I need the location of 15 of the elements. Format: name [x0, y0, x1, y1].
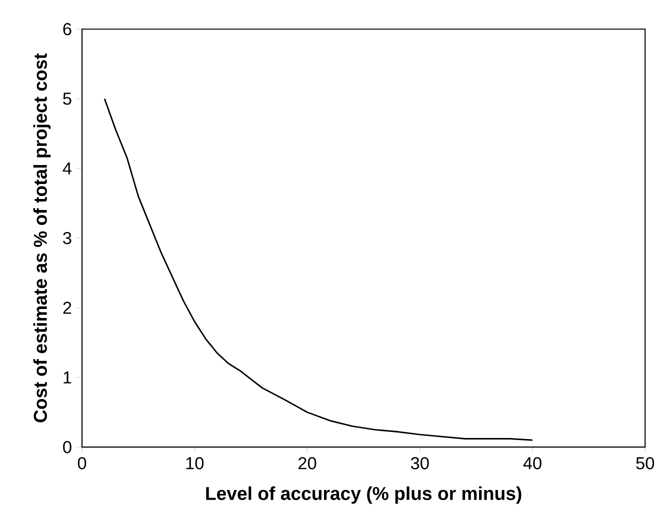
y-axis-title: Cost of estimate as % of total project cost	[33, 53, 51, 422]
x-tick-label: 20	[298, 457, 316, 470]
y-tick-label: 6	[63, 23, 72, 36]
x-axis-title: Level of accuracy (% plus or minus)	[206, 486, 522, 504]
y-tick-label: 2	[63, 302, 72, 314]
y-tick-label: 5	[63, 92, 72, 105]
y-tick-label: 0	[63, 441, 72, 454]
x-tick-label: 50	[636, 457, 654, 470]
x-tick-label: 10	[186, 457, 204, 470]
x-tick-label: 0	[78, 457, 86, 470]
y-tick-label: 4	[62, 162, 72, 174]
x-tick-label: 40	[523, 457, 542, 470]
y-tick-label: 1	[64, 372, 72, 384]
y-tick-label: 3	[63, 232, 72, 244]
x-tick-label: 30	[410, 457, 429, 470]
